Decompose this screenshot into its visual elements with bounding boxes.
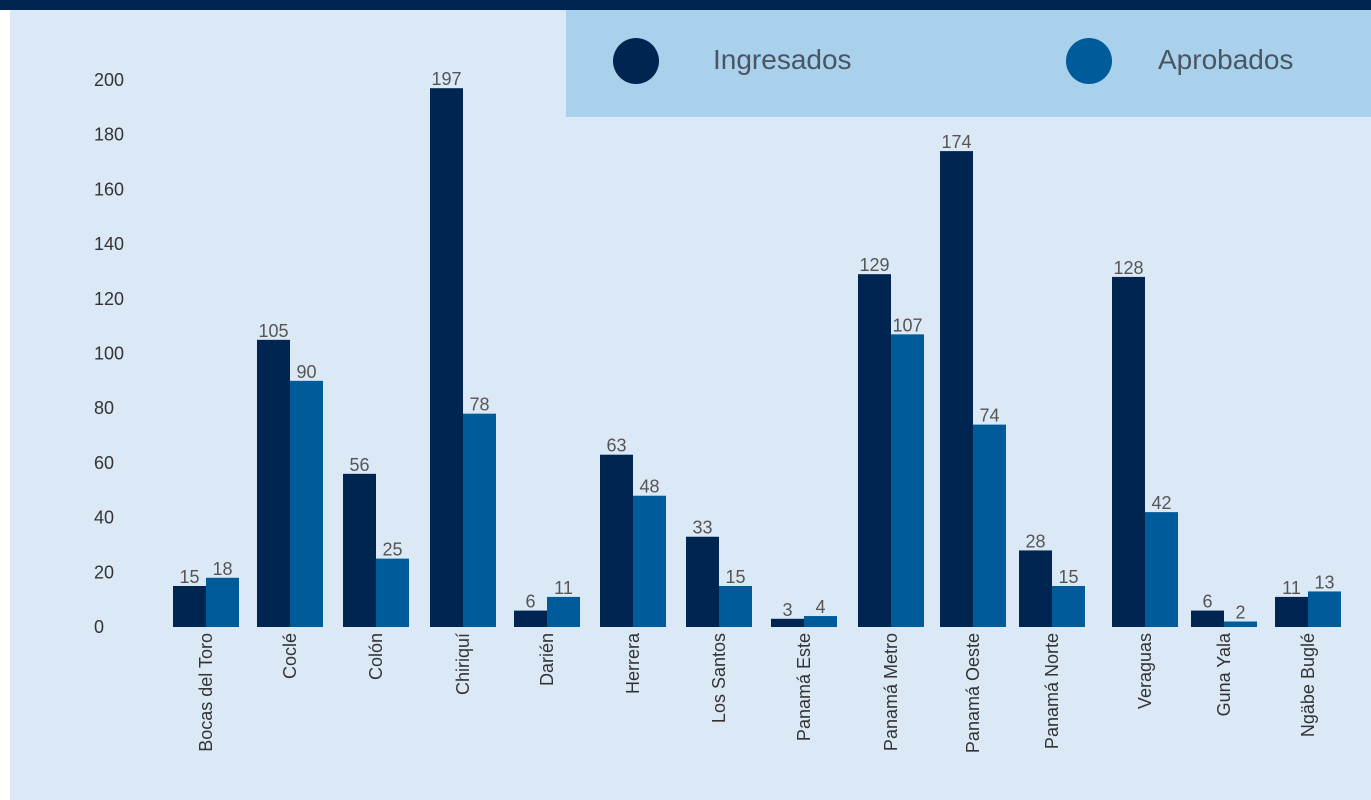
legend-label-aprobados: Aprobados (1158, 44, 1294, 75)
x-tick-label-3: Chiriquí (453, 633, 473, 695)
y-tick-label-120: 120 (94, 289, 124, 309)
y-tick-label-160: 160 (94, 179, 124, 199)
bar-aprobados-4 (547, 596, 580, 627)
chart-legend: Ingresados Aprobados (566, 10, 1371, 117)
bar-aprobados-7 (804, 616, 837, 627)
x-tick-label-0: Bocas del Toro (196, 633, 216, 752)
bar-aprobados-3 (463, 413, 496, 627)
legend-marker-aprobados (1066, 38, 1112, 84)
y-tick-label-20: 20 (94, 562, 114, 582)
data-label-aprobados-6: 15 (725, 567, 745, 587)
bar-aprobados-8 (891, 334, 924, 627)
bar-ingresados-10 (1019, 550, 1052, 627)
y-tick-label-180: 180 (94, 125, 124, 145)
y-tick-label-200: 200 (94, 70, 124, 90)
data-label-ingresados-8: 129 (859, 255, 889, 275)
data-label-ingresados-9: 174 (941, 132, 971, 152)
data-label-ingresados-13: 11 (1282, 578, 1301, 598)
bar-aprobados-2 (376, 558, 409, 627)
x-tick-label-2: Colón (366, 633, 386, 680)
data-label-aprobados-1: 90 (296, 362, 316, 382)
bar-ingresados-6 (686, 536, 719, 627)
data-label-aprobados-3: 78 (469, 395, 489, 415)
y-tick-label-0: 0 (94, 617, 104, 637)
bar-ingresados-4 (514, 610, 547, 627)
x-tick-label-12: Guna Yala (1214, 632, 1234, 716)
bar-aprobados-0 (206, 577, 239, 627)
data-label-ingresados-6: 33 (692, 518, 712, 538)
data-label-aprobados-2: 25 (382, 540, 402, 560)
x-tick-label-5: Herrera (623, 632, 643, 694)
bar-ingresados-2 (343, 473, 376, 627)
x-tick-label-13: Ngäbe Buglé (1298, 633, 1318, 737)
bar-ingresados-0 (173, 585, 206, 627)
x-tick-label-6: Los Santos (709, 633, 729, 723)
data-label-ingresados-5: 63 (606, 436, 626, 456)
data-label-aprobados-0: 18 (212, 559, 232, 579)
bar-ingresados-5 (600, 454, 633, 627)
data-label-ingresados-12: 6 (1202, 592, 1212, 612)
bar-aprobados-11 (1145, 512, 1178, 627)
legend-marker-ingresados (613, 38, 659, 84)
y-axis: 0 20 40 60 80 100 120 140 160 180 200 (94, 70, 124, 637)
x-tick-label-4: Darién (537, 633, 557, 686)
bar-ingresados-3 (430, 88, 463, 627)
bar-aprobados-13 (1308, 591, 1341, 627)
data-label-aprobados-11: 42 (1151, 493, 1171, 513)
data-label-aprobados-8: 107 (892, 315, 922, 335)
data-label-ingresados-2: 56 (349, 455, 369, 475)
bar-ingresados-9 (940, 151, 973, 628)
data-label-aprobados-10: 15 (1058, 567, 1078, 587)
bar-aprobados-6 (719, 585, 752, 627)
y-tick-label-40: 40 (94, 508, 114, 528)
bar-ingresados-13 (1275, 596, 1308, 627)
bar-aprobados-5 (633, 495, 666, 627)
bars (173, 88, 1341, 628)
x-tick-label-9: Panamá Oeste (963, 633, 983, 753)
y-tick-label-100: 100 (94, 344, 124, 364)
data-label-aprobados-12: 2 (1235, 603, 1245, 623)
data-label-ingresados-11: 128 (1113, 258, 1143, 278)
x-axis: Bocas del Toro Coclé Colón Chiriquí Darién He… (196, 632, 1318, 753)
y-tick-label-80: 80 (94, 398, 114, 418)
data-label-ingresados-10: 28 (1025, 531, 1045, 551)
y-tick-label-140: 140 (94, 234, 124, 254)
x-tick-label-10: Panamá Norte (1042, 633, 1062, 749)
data-label-aprobados-4: 11 (554, 578, 573, 598)
top-banner (0, 0, 1371, 10)
x-tick-label-1: Coclé (280, 633, 300, 679)
bar-ingresados-1 (257, 339, 290, 627)
x-tick-label-11: Veraguas (1135, 633, 1155, 709)
bar-aprobados-10 (1052, 585, 1085, 627)
bar-aprobados-1 (290, 380, 323, 627)
bar-ingresados-12 (1191, 610, 1224, 627)
data-labels: 15 18 105 90 56 25 197 78 6 11 63 48 33 15 3 4 129 107 174… (179, 69, 1334, 622)
data-label-ingresados-4: 6 (525, 592, 535, 612)
data-label-ingresados-7: 3 (782, 600, 792, 620)
y-tick-label-60: 60 (94, 453, 114, 473)
data-label-aprobados-5: 48 (639, 477, 659, 497)
bar-aprobados-9 (973, 424, 1006, 627)
data-label-ingresados-3: 197 (431, 69, 461, 89)
data-label-aprobados-7: 4 (815, 597, 825, 617)
bar-ingresados-7 (771, 618, 804, 627)
x-tick-label-7: Panamá Este (794, 633, 814, 741)
data-label-aprobados-13: 13 (1314, 572, 1334, 592)
bar-ingresados-8 (858, 274, 891, 627)
x-tick-label-8: Panamá Metro (881, 633, 901, 751)
legend-label-ingresados: Ingresados (713, 44, 852, 75)
bar-aprobados-12 (1224, 621, 1257, 627)
data-label-ingresados-0: 15 (179, 567, 199, 587)
bar-ingresados-11 (1112, 276, 1145, 627)
data-label-ingresados-1: 105 (258, 321, 288, 341)
data-label-aprobados-9: 74 (979, 406, 999, 426)
